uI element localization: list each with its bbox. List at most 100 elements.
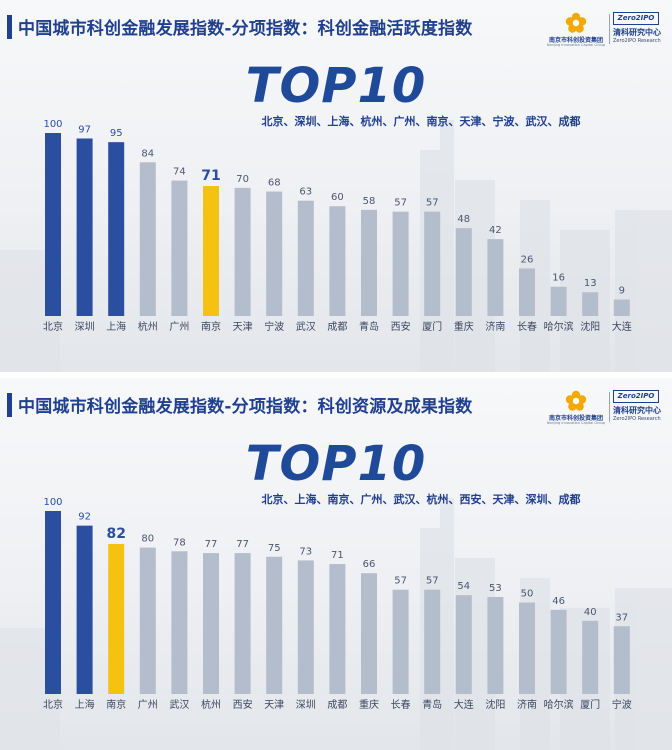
category-label: 广州 (138, 699, 158, 711)
bar-大连 (613, 299, 630, 316)
value-label: 26 (521, 254, 534, 265)
bar-哈尔滨 (550, 609, 567, 694)
bar-北京 (45, 133, 61, 316)
category-label: 武汉 (296, 320, 316, 333)
flower-logo-icon (565, 390, 587, 411)
value-label: 70 (236, 174, 249, 185)
category-label: 杭州 (201, 698, 221, 711)
bar-南京 (108, 543, 125, 694)
logo-subtitle: Zero2IPO Research (613, 38, 661, 44)
value-label: 78 (173, 537, 186, 548)
top10-heading: TOP10 (245, 436, 427, 492)
bar-天津 (266, 556, 283, 694)
panel-title: 中国城市科创金融发展指数-分项指数：科创金融活跃度指数 (18, 19, 473, 39)
category-label: 广州 (169, 321, 189, 333)
bar-宁波 (266, 191, 283, 316)
value-label: 84 (141, 148, 154, 159)
logo-divider (609, 14, 610, 44)
logo-subtitle: Nanjing Innovation Capital Group (546, 421, 606, 425)
bar-上海 (108, 142, 125, 316)
value-label: 73 (299, 546, 312, 557)
bar-沈阳 (582, 292, 599, 316)
top10-heading: TOP10 (245, 58, 427, 114)
value-label: 50 (521, 589, 534, 600)
value-label: 66 (363, 559, 376, 570)
nanjing-logo: 南京市科创投资集团 Nanjing Innovation Capital Gro… (543, 12, 609, 47)
category-label: 西安 (233, 698, 253, 711)
value-label: 54 (457, 581, 470, 592)
category-label: 厦门 (422, 320, 442, 333)
category-label: 长春 (391, 699, 411, 711)
category-label: 重庆 (359, 698, 379, 711)
bar-大连 (455, 595, 472, 694)
category-label: 哈尔滨 (544, 698, 574, 711)
value-label: 75 (268, 543, 281, 554)
category-label: 沈阳 (485, 698, 505, 711)
value-label: 57 (426, 576, 439, 587)
bar-成都 (329, 564, 346, 694)
category-label: 北京 (43, 698, 63, 711)
top10-city-list: 北京、深圳、上海、杭州、广州、南京、天津、宁波、武汉、成都 (0, 113, 672, 129)
category-label: 重庆 (454, 320, 474, 333)
bar-西安 (234, 553, 251, 694)
zero2ipo-logo: Zero2IPO 清科研究中心 Zero2IPO Research (613, 388, 668, 428)
category-label: 北京 (43, 320, 63, 333)
value-label: 82 (106, 526, 125, 542)
bar-重庆 (455, 228, 472, 316)
bar-重庆 (361, 573, 377, 694)
logo-name: 南京市科创投资集团 (548, 37, 603, 44)
logo-divider (609, 392, 610, 422)
logo-name: 南京市科创投资集团 (548, 415, 603, 422)
category-label: 成都 (327, 321, 347, 333)
category-label: 深圳 (75, 321, 95, 333)
value-label: 57 (426, 198, 439, 209)
bar-南京 (203, 186, 219, 316)
category-label: 宁波 (612, 698, 632, 711)
value-label: 63 (299, 187, 312, 198)
value-label: 71 (201, 168, 220, 184)
panel-title: 中国城市科创金融发展指数-分项指数：科创资源及成果指数 (18, 397, 473, 417)
bar-北京 (45, 511, 61, 694)
value-label: 48 (457, 214, 470, 225)
logo-subtitle: Nanjing Innovation Capital Group (546, 43, 606, 47)
value-label: 40 (584, 607, 597, 618)
value-label: 68 (268, 178, 281, 189)
value-label: 57 (394, 198, 407, 209)
value-label: 46 (552, 596, 565, 607)
category-label: 宁波 (264, 320, 284, 333)
zero2ipo-logo: Zero2IPO 清科研究中心 Zero2IPO Research (613, 10, 668, 50)
nanjing-logo: 南京市科创投资集团 Nanjing Innovation Capital Gro… (543, 390, 609, 425)
value-label: 53 (489, 583, 502, 594)
category-label: 成都 (327, 699, 347, 711)
bar-厦门 (582, 620, 599, 694)
bar-上海 (76, 525, 93, 694)
category-label: 上海 (106, 320, 126, 333)
top10-city-text: 北京、上海、南京、广州、武汉、杭州、西安、天津、深圳、成都 (261, 493, 581, 506)
category-label: 武汉 (169, 698, 189, 711)
chart-panel-activity: 中国城市科创金融发展指数-分项指数：科创金融活跃度指数 南京市科创投资集团 Na… (0, 0, 672, 372)
bar-济南 (487, 239, 504, 316)
bar-青岛 (424, 589, 441, 694)
bar-广州 (139, 547, 156, 694)
value-label: 60 (331, 192, 344, 203)
category-label: 深圳 (296, 699, 316, 711)
category-label: 厦门 (580, 698, 600, 711)
value-label: 9 (619, 286, 625, 297)
zero2ipo-box: Zero2IPO (613, 390, 659, 403)
value-label: 58 (363, 196, 376, 207)
category-label: 大连 (454, 698, 474, 711)
value-label: 74 (173, 167, 186, 178)
logo-name: 清科研究中心 (613, 406, 661, 415)
value-label: 77 (205, 539, 218, 550)
bar-武汉 (171, 551, 188, 694)
value-label: 13 (584, 278, 597, 289)
chart-panel-resources: 中国城市科创金融发展指数-分项指数：科创资源及成果指数 南京市科创投资集团 Na… (0, 378, 672, 750)
top10-city-list: 北京、上海、南京、广州、武汉、杭州、西安、天津、深圳、成都 (0, 491, 672, 507)
category-label: 天津 (233, 321, 253, 333)
value-label: 16 (552, 273, 565, 284)
category-label: 南京 (201, 320, 221, 333)
value-label: 92 (78, 512, 91, 523)
value-label: 57 (394, 576, 407, 587)
value-label: 42 (489, 225, 502, 236)
bar-杭州 (203, 553, 219, 694)
